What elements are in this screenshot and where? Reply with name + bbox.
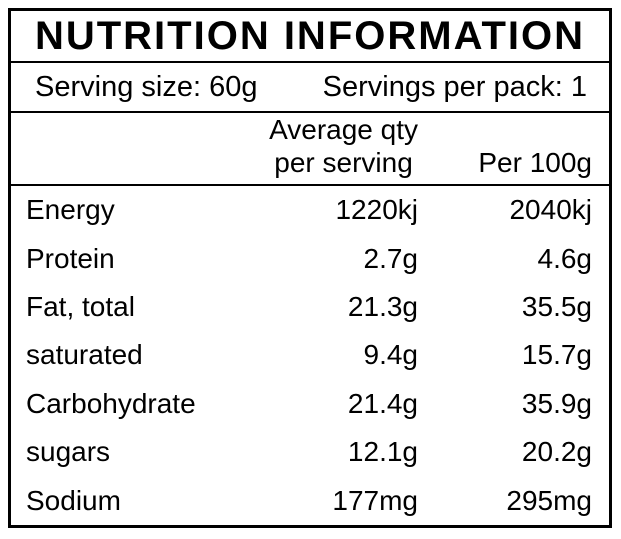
table-row: Sodium 177mg 295mg bbox=[11, 477, 609, 525]
per-serving-value-cell: 177mg bbox=[332, 484, 418, 516]
serving-size-text: Serving size: 60g bbox=[35, 70, 258, 103]
per-100g-value-cell: 15.7g bbox=[521, 339, 592, 371]
label-title: NUTRITION INFORMATION bbox=[34, 14, 586, 58]
per-100g-value-cell: 35.5g bbox=[521, 291, 592, 323]
per-serving-value-cell: 12.1g bbox=[347, 436, 418, 468]
table-row: Fat, total 21.3g 35.5g bbox=[11, 283, 609, 331]
per-100g-value-cell: 4.6g bbox=[537, 242, 593, 274]
per-100g-value-cell: 20.2g bbox=[521, 436, 592, 468]
nutrition-rows: Energy 1220kj 2040kj Protein 2.7g 4.6g F… bbox=[11, 186, 609, 525]
table-row: sugars 12.1g 20.2g bbox=[11, 428, 609, 476]
table-row: saturated 9.4g 15.7g bbox=[11, 331, 609, 379]
column-header-per-100g: Per 100g bbox=[478, 147, 592, 179]
nutrient-name-cell: Energy bbox=[26, 194, 115, 226]
table-row: Carbohydrate 21.4g 35.9g bbox=[11, 380, 609, 428]
per-serving-value-cell: 9.4g bbox=[363, 339, 419, 371]
nutrient-name-cell: Fat, total bbox=[26, 291, 135, 323]
column-header-avg-qty: Average qty per serving bbox=[269, 113, 418, 179]
nutrition-label: NUTRITION INFORMATION Serving size: 60g … bbox=[8, 8, 612, 528]
per-serving-value-cell: 2.7g bbox=[363, 242, 419, 274]
per-100g-value-cell: 2040kj bbox=[509, 194, 592, 226]
column-header-avg-qty-line2: per serving bbox=[274, 147, 413, 179]
per-serving-value-cell: 1220kj bbox=[335, 194, 418, 226]
per-100g-value-cell: 295mg bbox=[506, 484, 592, 516]
column-header-row: Average qty per serving Per 100g bbox=[11, 113, 609, 186]
table-row: Protein 2.7g 4.6g bbox=[11, 234, 609, 282]
per-serving-value-cell: 21.3g bbox=[347, 291, 418, 323]
nutrient-name-cell: saturated bbox=[26, 339, 143, 371]
table-row: Energy 1220kj 2040kj bbox=[11, 186, 609, 234]
title-section: NUTRITION INFORMATION bbox=[11, 11, 609, 63]
nutrient-name-cell: sugars bbox=[26, 436, 111, 468]
nutrient-name-cell: Protein bbox=[26, 242, 115, 274]
per-serving-value-cell: 21.4g bbox=[347, 387, 418, 419]
servings-per-pack-text: Servings per pack: 1 bbox=[322, 70, 587, 103]
serving-section: Serving size: 60g Servings per pack: 1 bbox=[11, 63, 609, 113]
per-100g-value-cell: 35.9g bbox=[521, 387, 592, 419]
nutrient-name-cell: Carbohydrate bbox=[26, 387, 196, 419]
column-header-avg-qty-line1: Average qty bbox=[269, 114, 418, 145]
nutrient-name-cell: Sodium bbox=[26, 484, 121, 516]
